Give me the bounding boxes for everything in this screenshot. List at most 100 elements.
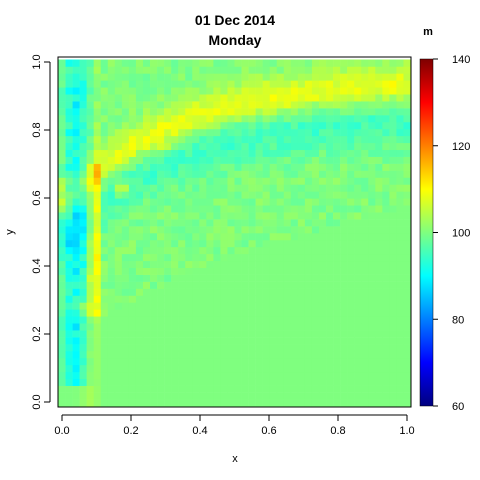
- heatmap-cell: [135, 281, 144, 289]
- heatmap-cell: [150, 66, 158, 74]
- x-tick-label: 0.8: [330, 425, 345, 437]
- heatmap-cell: [255, 295, 263, 303]
- heatmap-cell: [375, 87, 383, 95]
- heatmap-cell: [185, 115, 193, 123]
- heatmap-cell: [269, 260, 278, 268]
- heatmap-cell: [93, 121, 102, 130]
- heatmap-cell: [65, 323, 73, 331]
- heatmap-cell: [382, 330, 390, 338]
- heatmap-cell: [347, 142, 355, 151]
- heatmap-cell: [164, 177, 172, 185]
- heatmap-cell: [227, 371, 235, 380]
- heatmap-cell: [248, 246, 256, 255]
- heatmap-cell: [255, 309, 263, 317]
- heatmap-cell: [333, 316, 341, 324]
- heatmap-cell: [206, 246, 214, 255]
- heatmap-cell: [283, 309, 292, 317]
- heatmap-cell: [213, 337, 221, 345]
- heatmap-cell: [304, 337, 313, 345]
- heatmap-cell: [192, 73, 200, 81]
- heatmap-cell: [171, 364, 179, 373]
- heatmap-cell: [157, 344, 165, 352]
- heatmap-cell: [213, 87, 221, 95]
- heatmap-cell: [354, 274, 362, 282]
- heatmap-cell: [199, 246, 207, 255]
- heatmap-cell: [86, 135, 94, 144]
- heatmap-cell: [347, 344, 355, 352]
- heatmap-cell: [262, 371, 270, 380]
- heatmap-cell: [93, 281, 102, 289]
- heatmap-cell: [311, 288, 320, 296]
- heatmap-cell: [269, 253, 278, 262]
- heatmap-cell: [368, 371, 376, 380]
- heatmap-cell: [65, 267, 73, 275]
- heatmap-cell: [100, 177, 109, 185]
- heatmap-cell: [79, 163, 87, 171]
- heatmap-cell: [135, 142, 144, 151]
- heatmap-cell: [354, 73, 362, 81]
- heatmap-cell: [255, 267, 263, 275]
- heatmap-cell: [164, 357, 172, 366]
- heatmap-cell: [396, 246, 404, 255]
- heatmap-cell: [185, 66, 193, 74]
- heatmap-cell: [72, 316, 80, 324]
- heatmap-cell: [375, 288, 383, 296]
- heatmap-cell: [79, 385, 87, 393]
- heatmap-cell: [269, 219, 278, 227]
- heatmap-cell: [333, 101, 341, 109]
- x-tick-label: 0.2: [123, 425, 138, 437]
- heatmap-cell: [403, 121, 411, 130]
- heatmap-cell: [79, 350, 87, 359]
- heatmap-cell: [213, 212, 221, 220]
- heatmap-cell: [199, 191, 207, 199]
- heatmap-cell: [142, 309, 151, 317]
- heatmap-cell: [128, 87, 137, 95]
- heatmap-cell: [128, 163, 137, 171]
- heatmap-cell: [283, 212, 292, 220]
- heatmap-cell: [93, 253, 102, 262]
- heatmap-cell: [354, 66, 362, 74]
- heatmap-cell: [135, 246, 144, 255]
- heatmap-cell: [403, 94, 411, 102]
- heatmap-cell: [340, 226, 348, 234]
- heatmap-cell: [114, 330, 123, 338]
- heatmap-cell: [297, 94, 306, 102]
- heatmap-cell: [185, 302, 193, 310]
- heatmap-cell: [262, 378, 270, 386]
- heatmap-cell: [157, 330, 165, 338]
- heatmap-cell: [347, 399, 355, 407]
- heatmap-cell: [100, 281, 109, 289]
- heatmap-cell: [241, 337, 249, 345]
- heatmap-cell: [347, 121, 355, 130]
- heatmap-cell: [304, 364, 313, 373]
- heatmap-cell: [171, 246, 179, 255]
- heatmap-cell: [192, 184, 200, 192]
- heatmap-cell: [297, 121, 306, 130]
- heatmap-cell: [382, 337, 390, 345]
- heatmap-cell: [58, 170, 66, 178]
- heatmap-cell: [128, 309, 137, 317]
- heatmap-cell: [248, 260, 256, 268]
- heatmap-cell: [368, 378, 376, 386]
- heatmap-cell: [150, 274, 158, 282]
- heatmap-cell: [213, 101, 221, 109]
- heatmap-cell: [206, 128, 214, 137]
- heatmap-cell: [93, 128, 102, 137]
- heatmap-cell: [361, 357, 369, 366]
- heatmap-cell: [290, 246, 299, 255]
- heatmap-cell: [347, 73, 355, 81]
- heatmap-cell: [318, 309, 327, 317]
- heatmap-cell: [311, 350, 320, 359]
- heatmap-cell: [100, 115, 109, 123]
- heatmap-cell: [164, 156, 172, 164]
- heatmap-cell: [269, 330, 278, 338]
- heatmap-cell: [79, 357, 87, 366]
- heatmap-cell: [241, 323, 249, 331]
- heatmap-cell: [354, 191, 362, 199]
- heatmap-cell: [135, 330, 144, 338]
- heatmap-cell: [58, 239, 66, 248]
- heatmap-cell: [361, 177, 369, 185]
- heatmap-cell: [262, 121, 270, 130]
- heatmap-cell: [93, 184, 102, 192]
- heatmap-cell: [185, 399, 193, 407]
